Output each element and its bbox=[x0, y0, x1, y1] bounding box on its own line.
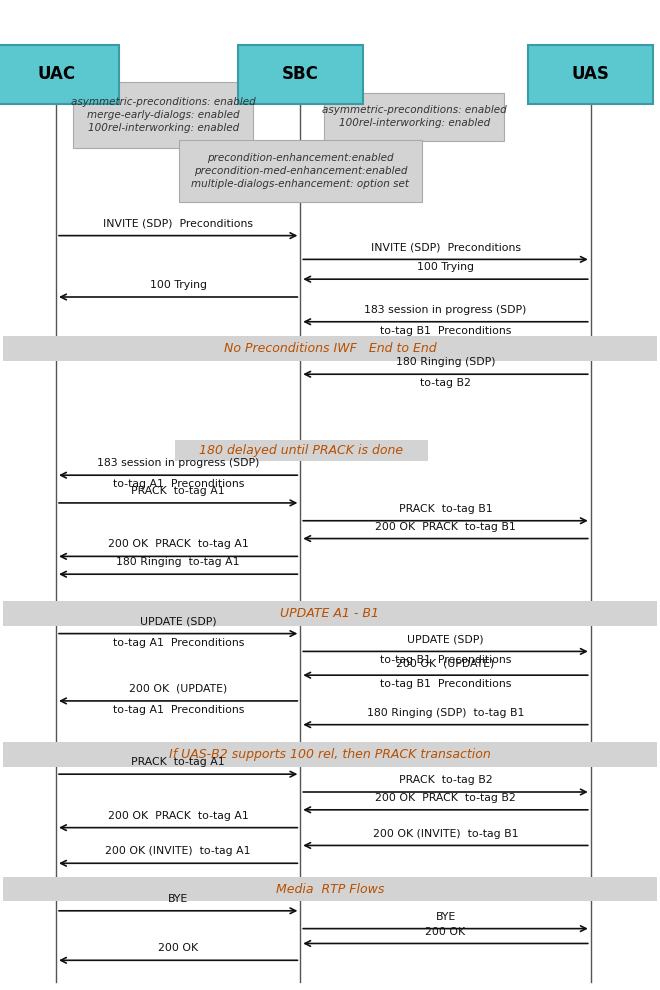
Text: BYE: BYE bbox=[436, 912, 455, 922]
Text: BYE: BYE bbox=[168, 894, 188, 904]
FancyBboxPatch shape bbox=[175, 440, 428, 461]
FancyBboxPatch shape bbox=[324, 93, 504, 141]
FancyBboxPatch shape bbox=[0, 45, 119, 104]
Text: 200 OK  PRACK  to-tag A1: 200 OK PRACK to-tag A1 bbox=[108, 811, 249, 821]
Text: PRACK  to-tag B1: PRACK to-tag B1 bbox=[399, 504, 492, 514]
Text: 200 OK  (UPDATE): 200 OK (UPDATE) bbox=[397, 658, 494, 668]
FancyBboxPatch shape bbox=[528, 45, 653, 104]
Text: PRACK  to-tag B2: PRACK to-tag B2 bbox=[399, 775, 492, 785]
FancyBboxPatch shape bbox=[73, 82, 253, 148]
Text: asymmetric-preconditions: enabled
100rel-interworking: enabled: asymmetric-preconditions: enabled 100rel… bbox=[322, 105, 506, 129]
Text: 200 OK  PRACK  to-tag B2: 200 OK PRACK to-tag B2 bbox=[375, 793, 516, 803]
FancyBboxPatch shape bbox=[238, 45, 363, 104]
Text: SBC: SBC bbox=[282, 65, 319, 83]
Text: 180 Ringing  to-tag A1: 180 Ringing to-tag A1 bbox=[116, 557, 240, 567]
FancyBboxPatch shape bbox=[179, 140, 422, 202]
Text: to-tag A1  Preconditions: to-tag A1 Preconditions bbox=[112, 479, 244, 489]
Text: 200 OK: 200 OK bbox=[158, 943, 198, 953]
Text: 200 OK  PRACK  to-tag A1: 200 OK PRACK to-tag A1 bbox=[108, 540, 249, 549]
Text: to-tag B1  Preconditions: to-tag B1 Preconditions bbox=[379, 326, 512, 336]
Text: UPDATE A1 - B1: UPDATE A1 - B1 bbox=[280, 607, 380, 621]
Text: INVITE (SDP)  Preconditions: INVITE (SDP) Preconditions bbox=[370, 243, 521, 252]
Text: UAC: UAC bbox=[37, 65, 75, 83]
Text: 180 Ringing (SDP): 180 Ringing (SDP) bbox=[396, 357, 495, 367]
Text: 183 session in progress (SDP): 183 session in progress (SDP) bbox=[364, 305, 527, 315]
Text: Media  RTP Flows: Media RTP Flows bbox=[276, 882, 384, 896]
Text: PRACK  to-tag A1: PRACK to-tag A1 bbox=[131, 757, 225, 767]
Text: PRACK  to-tag A1: PRACK to-tag A1 bbox=[131, 486, 225, 496]
Text: 200 OK: 200 OK bbox=[426, 927, 465, 937]
Text: 100 Trying: 100 Trying bbox=[150, 280, 207, 290]
FancyBboxPatch shape bbox=[3, 601, 657, 627]
Text: asymmetric-preconditions: enabled
merge-early-dialogs: enabled
100rel-interworki: asymmetric-preconditions: enabled merge-… bbox=[71, 97, 255, 133]
Text: No Preconditions IWF   End to End: No Preconditions IWF End to End bbox=[224, 342, 436, 355]
FancyBboxPatch shape bbox=[3, 742, 657, 766]
Text: to-tag A1  Preconditions: to-tag A1 Preconditions bbox=[112, 705, 244, 715]
Text: 200 OK  (UPDATE): 200 OK (UPDATE) bbox=[129, 684, 227, 694]
Text: UPDATE (SDP): UPDATE (SDP) bbox=[407, 635, 484, 644]
Text: 183 session in progress (SDP): 183 session in progress (SDP) bbox=[97, 458, 259, 468]
Text: 200 OK (INVITE)  to-tag B1: 200 OK (INVITE) to-tag B1 bbox=[373, 829, 518, 839]
Text: 200 OK  PRACK  to-tag B1: 200 OK PRACK to-tag B1 bbox=[375, 522, 516, 532]
Text: to-tag B1  Preconditions: to-tag B1 Preconditions bbox=[379, 655, 512, 665]
Text: UPDATE (SDP): UPDATE (SDP) bbox=[140, 617, 216, 627]
Text: to-tag B2: to-tag B2 bbox=[420, 378, 471, 388]
FancyBboxPatch shape bbox=[3, 336, 657, 360]
Text: If UAS-B2 supports 100 rel, then PRACK transaction: If UAS-B2 supports 100 rel, then PRACK t… bbox=[169, 747, 491, 761]
Text: 180 delayed until PRACK is done: 180 delayed until PRACK is done bbox=[199, 444, 403, 457]
Text: UAS: UAS bbox=[572, 65, 610, 83]
Text: INVITE (SDP)  Preconditions: INVITE (SDP) Preconditions bbox=[103, 219, 253, 229]
Text: to-tag B1  Preconditions: to-tag B1 Preconditions bbox=[379, 679, 512, 689]
Text: 100 Trying: 100 Trying bbox=[417, 262, 474, 272]
Text: 180 Ringing (SDP)  to-tag B1: 180 Ringing (SDP) to-tag B1 bbox=[367, 708, 524, 718]
Text: precondition-enhancement:enabled
precondition-med-enhancement:enabled
multiple-d: precondition-enhancement:enabled precond… bbox=[191, 152, 409, 189]
FancyBboxPatch shape bbox=[3, 877, 657, 901]
Text: to-tag A1  Preconditions: to-tag A1 Preconditions bbox=[112, 638, 244, 647]
Text: 200 OK (INVITE)  to-tag A1: 200 OK (INVITE) to-tag A1 bbox=[106, 846, 251, 856]
